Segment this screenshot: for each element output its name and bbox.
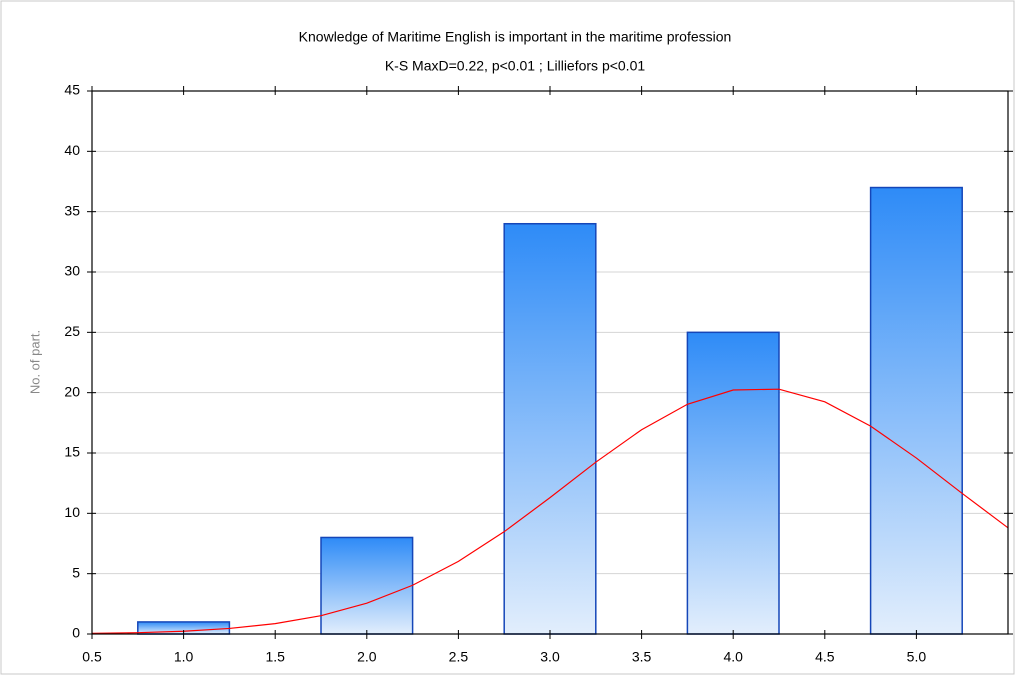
- chart-title: Knowledge of Maritime English is importa…: [299, 29, 732, 45]
- y-tick-label: 10: [64, 504, 80, 520]
- x-tick-label: 1.0: [174, 649, 194, 665]
- x-tick-label: 2.5: [449, 649, 469, 665]
- x-tick-label: 2.0: [357, 649, 377, 665]
- y-tick-label: 20: [64, 383, 80, 399]
- y-axis-label: No. of part.: [27, 330, 42, 394]
- bar: [320, 536, 414, 635]
- bar: [686, 331, 780, 635]
- x-tick-label: 4.0: [723, 649, 743, 665]
- y-tick-label: 15: [64, 444, 80, 460]
- x-tick-label: 5.0: [907, 649, 927, 665]
- x-tick-label: 4.5: [815, 649, 835, 665]
- bar: [869, 186, 963, 635]
- x-tick-label: 3.5: [632, 649, 652, 665]
- y-tick-label: 25: [64, 323, 80, 339]
- x-tick-label: 1.5: [265, 649, 285, 665]
- y-tick-label: 40: [64, 142, 80, 158]
- fit-curve: [92, 388, 1008, 634]
- chart-subtitle: K-S MaxD=0.22, p<0.01 ; Lilliefors p<0.0…: [385, 58, 646, 74]
- y-tick-label: 35: [64, 202, 80, 218]
- y-tick-label: 0: [72, 625, 80, 641]
- x-tick-label: 0.5: [82, 649, 102, 665]
- bar: [503, 222, 597, 635]
- y-tick-label: 30: [64, 263, 80, 279]
- x-tick-label: 3.0: [540, 649, 560, 665]
- y-tick-label: 45: [64, 82, 80, 98]
- y-tick-label: 5: [72, 564, 80, 580]
- plot-border: [91, 90, 1009, 635]
